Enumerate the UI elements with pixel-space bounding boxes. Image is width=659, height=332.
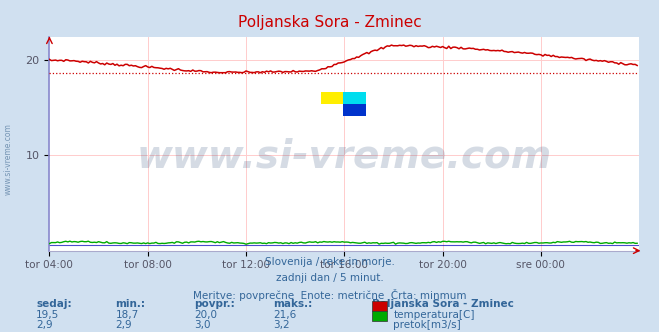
Text: 2,9: 2,9 <box>36 320 53 330</box>
Text: 21,6: 21,6 <box>273 310 297 320</box>
FancyBboxPatch shape <box>343 104 366 116</box>
Text: Poljanska Sora - Zminec: Poljanska Sora - Zminec <box>372 299 514 309</box>
Text: Meritve: povprečne  Enote: metrične  Črta: minmum: Meritve: povprečne Enote: metrične Črta:… <box>192 289 467 301</box>
Text: 2,9: 2,9 <box>115 320 132 330</box>
Text: temperatura[C]: temperatura[C] <box>393 310 475 320</box>
Text: 3,2: 3,2 <box>273 320 290 330</box>
Text: 20,0: 20,0 <box>194 310 217 320</box>
Text: sedaj:: sedaj: <box>36 299 72 309</box>
Text: min.:: min.: <box>115 299 146 309</box>
Text: 19,5: 19,5 <box>36 310 59 320</box>
Text: zadnji dan / 5 minut.: zadnji dan / 5 minut. <box>275 273 384 283</box>
Text: www.si-vreme.com: www.si-vreme.com <box>3 124 13 195</box>
Text: 18,7: 18,7 <box>115 310 138 320</box>
Text: maks.:: maks.: <box>273 299 313 309</box>
Text: Slovenija / reke in morje.: Slovenija / reke in morje. <box>264 257 395 267</box>
FancyBboxPatch shape <box>343 92 366 104</box>
Text: 3,0: 3,0 <box>194 320 211 330</box>
Text: Poljanska Sora - Zminec: Poljanska Sora - Zminec <box>238 15 421 30</box>
Text: povpr.:: povpr.: <box>194 299 235 309</box>
FancyBboxPatch shape <box>321 92 343 104</box>
Text: www.si-vreme.com: www.si-vreme.com <box>136 137 552 175</box>
Text: pretok[m3/s]: pretok[m3/s] <box>393 320 461 330</box>
